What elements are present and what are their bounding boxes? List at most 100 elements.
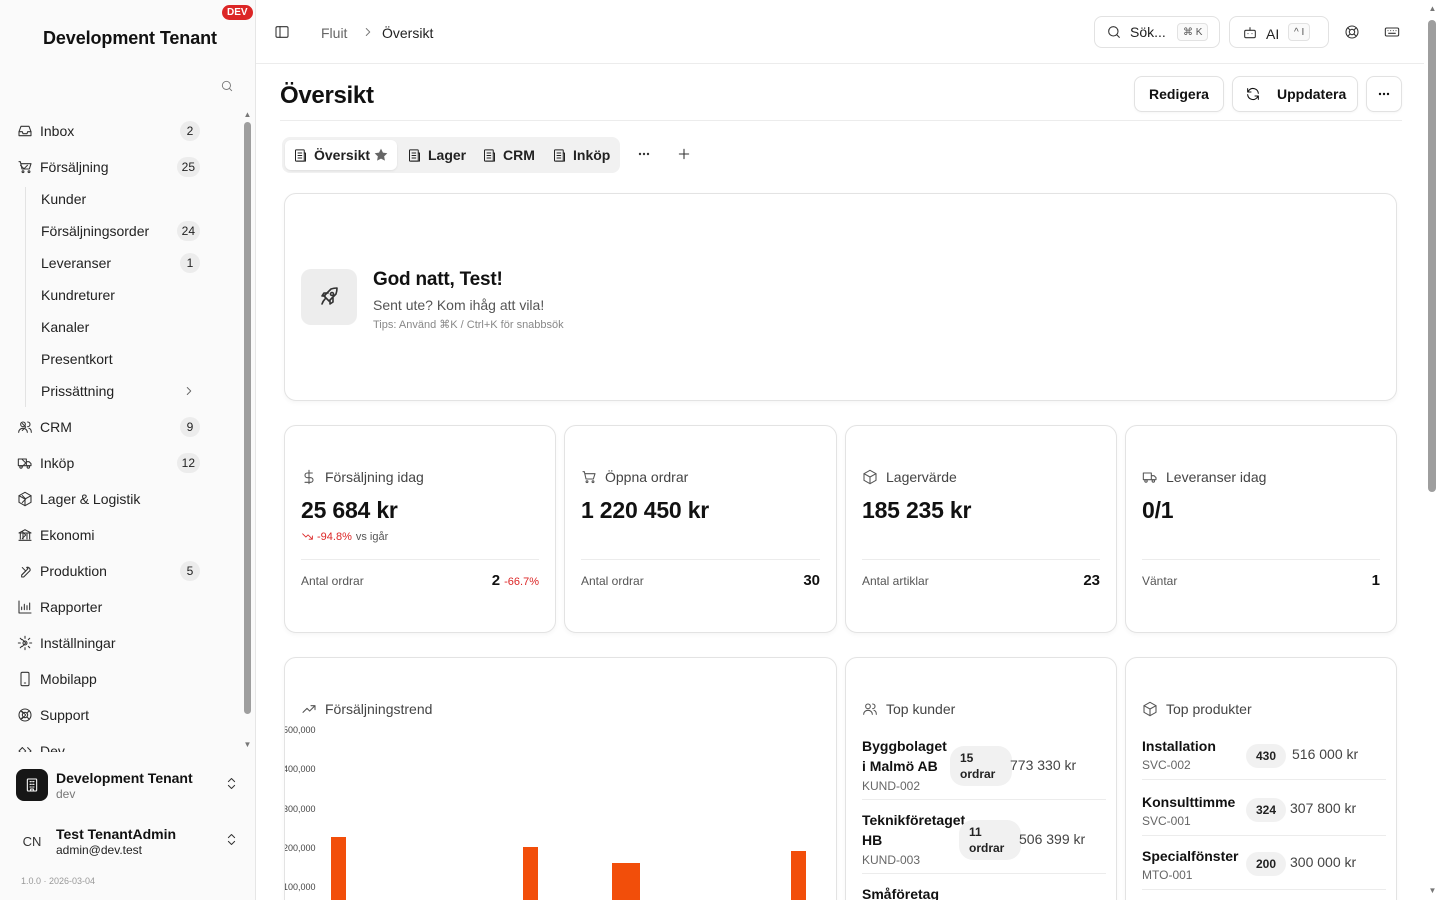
list-item[interactable]: Teknikföretaget HB KUND-003 11 ordrar 50… [862,810,1106,874]
tab-oversikt[interactable]: Översikt [285,140,397,170]
kpi-delta-value: -94.8% [317,530,352,543]
env-badge: DEV [222,5,253,20]
trending-up-icon [302,705,316,713]
page-scroll-up[interactable]: ▲ [1428,4,1437,13]
customer-code: KUND-002 [862,779,921,793]
sidebar-item-rapporter[interactable]: Rapporter [0,589,240,625]
kpi-card-deliveries-today[interactable]: Leveranser idag 0/1 Väntar 1 [1125,425,1397,633]
customer-name: Teknikföretaget HB [862,812,966,848]
sidebar-item-lager-logistik[interactable]: Lager & Logistik [0,481,240,517]
more-actions-button[interactable] [1366,76,1402,112]
sidebar-item-label: Försäljning [40,159,109,175]
sidebar-item-label: Dev [40,743,65,752]
product-name: Konsulttimme [1142,794,1236,810]
tenant-switcher[interactable]: Development Tenant dev [0,762,256,810]
sidebar-item-support[interactable]: Support [0,697,240,733]
add-tab-button[interactable] [676,146,692,162]
page-scrollbar[interactable] [1428,20,1436,492]
edit-button[interactable]: Redigera [1134,76,1224,112]
count-badge: 5 [180,561,200,581]
users-icon [863,703,877,715]
kpi-foot-number: 2 [491,572,501,589]
sidebar-scroll-down[interactable]: ▼ [243,740,252,749]
search-label: Sök... [1130,24,1166,40]
ai-assistant-button[interactable]: AI ^ I [1229,16,1329,48]
kpi-card-inventory-value[interactable]: Lagervärde 185 235 kr Antal artiklar 23 [845,425,1117,633]
chart-bar[interactable] [522,847,538,900]
sales-trend-card: Försäljningstrend 500,000 400,000 300,00… [284,657,837,900]
sidebar-subitem-forsaljningsorder[interactable]: Försäljningsorder 24 [0,215,240,247]
list-item[interactable]: Specialfönster MTO-001 200 300 000 kr [1142,846,1386,890]
keyboard-shortcuts-button[interactable] [1384,24,1400,40]
sidebar-item-produktion[interactable]: Produktion 5 [0,553,240,589]
tab-lager[interactable]: Lager [405,140,471,170]
kpi-card-open-orders[interactable]: Öppna ordrar 1 220 450 kr Antal ordrar 3… [564,425,837,633]
toggle-sidebar-button[interactable] [274,24,290,40]
sidebar-item-inkop[interactable]: Inköp 12 [0,445,240,481]
sidebar-item-label: Lager & Logistik [40,491,141,507]
chevron-down-icon[interactable] [17,160,31,174]
refresh-button[interactable]: Uppdatera [1232,76,1358,112]
sidebar-subitem-prissattning[interactable]: Prissättning [0,375,240,407]
plus-icon [678,148,690,160]
tab-crm[interactable]: CRM [480,140,542,170]
sidebar-item-forsaljning[interactable]: Försäljning 25 [0,149,240,185]
tab-inkop[interactable]: Inköp [550,140,616,170]
y-tick-label: 100,000 [284,882,316,892]
chevrons-up-down-icon [227,778,236,789]
kpi-value: 185 235 kr [862,497,972,523]
page-scroll-down[interactable]: ▼ [1428,886,1437,895]
list-item[interactable]: Konsulttimme SVC-001 324 307 800 kr [1142,790,1386,836]
sidebar-search-button[interactable] [220,79,234,93]
sidebar-item-crm[interactable]: CRM 9 [0,409,240,445]
page-title: Översikt [280,82,374,109]
quantity-badge: 200 [1246,852,1287,876]
chevrons-up-down-icon [227,834,236,845]
chart-bar[interactable] [791,851,807,900]
sidebar-subitem-label: Kanaler [41,319,90,335]
sidebar-subitem-kundreturer[interactable]: Kundreturer [0,279,240,311]
count-badge: 2 [180,121,200,141]
sidebar-item-mobilapp[interactable]: Mobilapp [0,661,240,697]
list-item[interactable]: Småföretag [862,884,1106,900]
global-search-button[interactable]: Sök... ⌘ K [1094,16,1220,48]
tabs-more-button[interactable] [636,146,652,162]
quantity-badge: 324 [1246,798,1287,822]
chevron-right-icon [365,28,371,36]
sidebar-item-ekonomi[interactable]: Ekonomi [0,517,240,553]
sidebar-item-label: CRM [40,419,72,435]
sidebar-item-label: Produktion [40,563,107,579]
chart-bar[interactable] [612,862,628,900]
quantity-badge: 430 [1246,744,1287,768]
sidebar-scroll-up[interactable]: ▲ [243,110,252,119]
product-name: Installation [1142,738,1216,754]
code-icon [18,747,32,752]
customer-amount: 773 330 kr [1010,757,1077,773]
help-button[interactable] [1344,24,1360,40]
count-badge: 24 [176,221,200,241]
sidebar-item-installningar[interactable]: Inställningar [0,625,240,661]
truck-icon [17,458,32,469]
sidebar-subitem-leveranser[interactable]: Leveranser 1 [0,247,240,279]
sidebar-subitem-presentkort[interactable]: Presentkort [0,343,240,375]
chart-bar[interactable] [331,837,346,900]
chart-bar[interactable] [624,862,640,900]
kpi-foot-label: Väntar [1142,574,1178,588]
sidebar-subitem-kunder[interactable]: Kunder [0,183,240,215]
list-item[interactable]: Byggbolaget i Malmö AB KUND-002 15 ordra… [862,736,1106,800]
sidebar-subitem-kanaler[interactable]: Kanaler [0,311,240,343]
kpi-value: 0/1 [1142,497,1174,523]
kpi-divider [1142,559,1380,560]
product-code: SVC-001 [1142,814,1191,828]
sidebar-item-inbox[interactable]: Inbox 2 [0,113,240,149]
truck-icon [1142,472,1157,483]
sidebar-item-dev[interactable]: Dev [0,733,240,752]
sidebar-scrollbar[interactable] [244,122,251,714]
list-item[interactable]: Installation SVC-002 430 516 000 kr [1142,736,1386,780]
sidebar-subitem-label: Försäljningsorder [41,223,150,239]
breadcrumb-root[interactable]: Fluit [321,25,348,41]
star-icon[interactable] [373,147,389,163]
user-menu[interactable]: CN Test TenantAdmin admin@dev.test [0,818,256,866]
kpi-card-sales-today[interactable]: Försäljning idag 25 684 kr -94.8% vs igå… [284,425,556,633]
welcome-title: God natt, Test! [373,269,503,290]
